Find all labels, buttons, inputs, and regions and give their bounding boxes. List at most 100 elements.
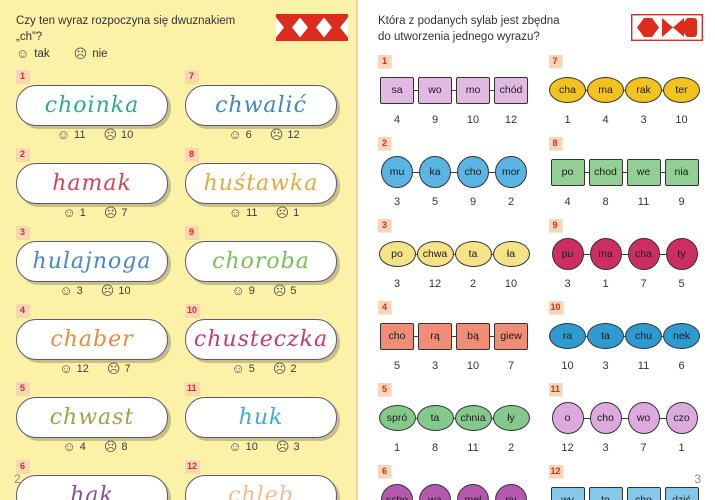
syllable-shape: chwa: [416, 241, 454, 268]
syllable-chain: ra 10 ta 3 chu 11 nek 6: [549, 317, 704, 372]
sad-count: 2: [290, 362, 297, 375]
syllable-shape: we: [626, 158, 661, 186]
syllable-number: 12: [504, 114, 518, 127]
sad-icon: ☹: [272, 361, 287, 377]
syllable-shape: cha: [627, 238, 660, 271]
card-number-badge: 6: [16, 460, 29, 474]
card-word: chusteczka: [193, 327, 329, 353]
syllable-number: 1: [564, 114, 571, 127]
syllable-shape: mu: [381, 156, 413, 189]
row-number-badge: 7: [548, 55, 562, 69]
row-number-badge: 8: [548, 137, 562, 151]
syllable-cell: ny 12: [492, 481, 530, 500]
syllable-cell: czo 1: [663, 399, 701, 454]
syllable-cell: chód 12: [492, 71, 530, 126]
card-number-badge: 3: [16, 226, 29, 240]
syllable-number: 9: [678, 196, 685, 209]
syllable-cell: po 3: [378, 235, 416, 290]
syllable-cell: ta 8: [416, 399, 454, 454]
syllable-chain: pu 3 ma 1 cha 7 ty 5: [549, 235, 704, 290]
syllable-number: 1: [602, 278, 609, 291]
row-number-badge: 1: [378, 55, 391, 69]
sad-count: 1: [293, 206, 300, 219]
sad-count: 7: [121, 206, 128, 219]
word-card: choinka: [16, 85, 168, 127]
page-left: Czy ten wyraz rozpoczyna się dwuznakiem …: [0, 0, 358, 500]
syllable-cell: rą 3: [416, 317, 454, 372]
syllable-shape: mor: [495, 156, 527, 189]
card-word: huśtawka: [203, 171, 319, 197]
syllable-number: 7: [640, 278, 647, 291]
happy-icon: ☺: [62, 439, 76, 455]
syllable-shape: ma: [587, 77, 624, 104]
card-counts: ☺ 11 ☹ 1: [185, 205, 343, 220]
syllable-shape: ta: [587, 323, 624, 350]
card-number-badge: 8: [185, 148, 198, 162]
syllable-number: 10: [466, 360, 480, 373]
word-card: huk: [185, 397, 337, 439]
sad-count: 8: [121, 440, 128, 453]
syllable-cell: spró 1: [378, 399, 416, 454]
syllable-number: 9: [469, 196, 477, 209]
syllable-row-block: 12 wy 4 to 12 cho 1 dzić 6: [548, 461, 704, 500]
syllable-row-block: 2 mu 3 ka 5 cho 9 mor 2: [378, 133, 533, 208]
syllable-cell: ra 10: [549, 317, 587, 372]
syllable-cell: mo 10: [454, 71, 492, 126]
card-word: chwast: [49, 405, 135, 431]
syllable-shape: bą: [456, 322, 490, 350]
happy-icon: ☺: [231, 361, 245, 377]
row-number-badge: 4: [378, 301, 391, 315]
syllable-shape: ty: [665, 238, 698, 271]
syllable-cell: cho 1: [625, 481, 663, 500]
right-question-line1: Która z podanych sylab jest zbędna: [378, 15, 560, 27]
card-counts: ☺ 6 ☹ 12: [185, 127, 343, 142]
word-card: chwast: [16, 397, 168, 439]
happy-count: 12: [76, 362, 89, 375]
syllable-number: 9: [431, 114, 439, 127]
syllable-cell: cho 9: [454, 153, 492, 208]
syllable-number: 3: [602, 442, 609, 455]
word-card: hamak: [16, 163, 168, 205]
word-card-block: 2 hamak ☺ 1 ☹ 7: [16, 144, 174, 220]
syllable-rows-grid: 1 sa 4 wo 9 mo 10 chód 12 2 mu 3: [378, 51, 703, 500]
card-counts: ☺ 10 ☹ 3: [185, 439, 343, 454]
syllable-number: 2: [507, 196, 515, 209]
syllable-cell: rak 3: [625, 71, 663, 126]
syllable-number: 10: [675, 114, 688, 127]
card-counts: ☺ 12 ☹ 7: [16, 361, 174, 376]
card-number-badge: 9: [185, 226, 198, 240]
card-counts: ☺ 9 ☹ 5: [185, 283, 343, 298]
row-number-badge: 3: [378, 219, 391, 233]
syllable-cell: sa 4: [378, 71, 416, 126]
syllable-number: 8: [602, 196, 609, 209]
yes-label: tak: [34, 47, 50, 60]
syllable-cell: chu 11: [625, 317, 663, 372]
syllable-shape: ła: [492, 241, 530, 268]
word-card-block: 1 choinka ☺ 11 ☹ 10: [16, 66, 174, 142]
syllable-chain: sa 4 wo 9 mo 10 chód 12: [378, 71, 533, 126]
happy-count: 1: [79, 206, 86, 219]
happy-count: 5: [248, 362, 255, 375]
card-word: hulajnoga: [32, 249, 152, 275]
syllable-number: 2: [469, 278, 477, 291]
syllable-shape: chod: [588, 158, 623, 186]
syllable-number: 1: [393, 442, 401, 455]
card-word: hamak: [52, 171, 132, 197]
left-cards-column-1: 1 choinka ☺ 11 ☹ 10 2 hamak ☺ 1 ☹ 7 3 hu…: [16, 66, 174, 500]
page-right: Która z podanych sylab jest zbędna do ut…: [358, 0, 715, 500]
sad-count: 3: [293, 440, 300, 453]
syllable-number: 3: [431, 360, 439, 373]
syllable-chain: wy 4 to 12 cho 1 dzić 6: [549, 481, 704, 500]
syllable-shape: chnia: [454, 405, 492, 432]
syllable-cell: ka 5: [416, 153, 454, 208]
sad-icon: ☹: [100, 283, 115, 299]
sad-icon: ☹: [73, 46, 88, 62]
row-number-badge: 11: [548, 383, 563, 397]
card-number-badge: 11: [185, 382, 199, 396]
syllable-cell: cha 7: [625, 235, 663, 290]
word-card-block: 4 chaber ☺ 12 ☹ 7: [16, 300, 174, 376]
sad-icon: ☹: [103, 439, 118, 455]
syllable-cell: chod 8: [587, 153, 625, 208]
happy-count: 11: [246, 206, 258, 219]
